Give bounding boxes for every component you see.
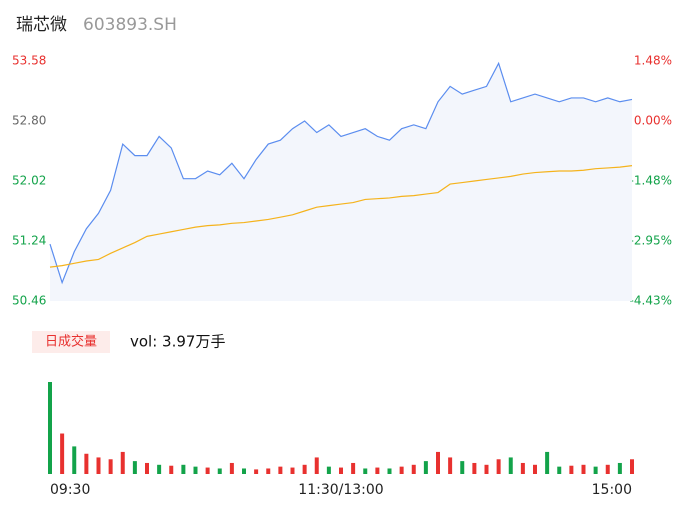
volume-bar [278, 466, 283, 474]
y2-tick-label: 0.00% [634, 114, 672, 128]
x-tick-label: 11:30/13:00 [298, 482, 383, 498]
volume-bar [411, 464, 416, 474]
volume-bar [617, 462, 622, 474]
volume-bar [48, 382, 52, 474]
price-area [50, 63, 632, 301]
volume-bar [423, 461, 428, 474]
volume-bar [605, 464, 610, 474]
volume-bar [472, 462, 477, 474]
x-tick-label: 15:00 [592, 482, 632, 498]
volume-bar [132, 461, 137, 474]
volume-bar [254, 469, 259, 474]
volume-bar [181, 464, 186, 474]
volume-bar [169, 465, 174, 474]
volume-bar [557, 466, 562, 474]
volume-bar [72, 446, 77, 474]
volume-bar [217, 468, 222, 474]
volume-bar [242, 468, 246, 474]
volume-bar [448, 457, 453, 474]
volume-bar [375, 467, 380, 474]
volume-bar [593, 466, 598, 474]
y2-tick-label: -4.43% [630, 294, 672, 308]
volume-bar [290, 467, 295, 474]
volume-bar [266, 468, 271, 474]
volume-bar [545, 451, 550, 474]
series-line [49, 61, 633, 285]
volume-bar [484, 464, 489, 474]
volume-bar [339, 467, 343, 474]
series-line [49, 165, 633, 268]
volume-annotation: vol: 3.97万手 [130, 333, 225, 351]
volume-bar [508, 457, 513, 474]
y2-tick-label: -2.95% [630, 233, 672, 247]
y-tick-label: 52.02 [12, 174, 46, 188]
volume-bar [533, 464, 537, 474]
stock-name: 瑞芯微 [16, 15, 67, 35]
y-tick-label: 51.24 [12, 234, 46, 248]
volume-bar [399, 466, 404, 474]
y2-tick-label: -1.48% [630, 174, 672, 188]
volume-bar [157, 464, 162, 474]
volume-bar [108, 459, 113, 474]
volume-bar [229, 462, 234, 474]
volume-bar [436, 451, 440, 474]
volume-bar [363, 468, 368, 474]
volume-bar [496, 459, 501, 474]
volume-bar [96, 457, 101, 474]
volume-bar [351, 462, 356, 474]
volume-bar [314, 457, 319, 474]
volume-bar [520, 462, 525, 474]
volume-bar [302, 464, 307, 474]
y-tick-label: 52.80 [12, 114, 46, 128]
volume-bar [193, 466, 198, 474]
volume-bar [326, 466, 331, 474]
legend-label: 日成交量 [45, 334, 97, 350]
volume-bar [120, 451, 125, 474]
volume-bar [460, 461, 465, 474]
legend-box [32, 331, 110, 353]
volume-bar [581, 464, 586, 474]
volume-bar [630, 459, 634, 474]
y2-tick-label: 1.48% [634, 54, 672, 68]
volume-bar [387, 468, 392, 474]
volume-bar [569, 465, 574, 474]
x-tick-label: 09:30 [50, 482, 90, 498]
volume-bar [84, 453, 89, 474]
volume-bar [145, 462, 149, 474]
y-tick-label: 50.46 [12, 294, 46, 308]
volume-bar [205, 467, 210, 474]
y-tick-label: 53.58 [12, 54, 46, 68]
volume-bar [60, 433, 65, 474]
stock-code: 603893.SH [83, 15, 177, 35]
